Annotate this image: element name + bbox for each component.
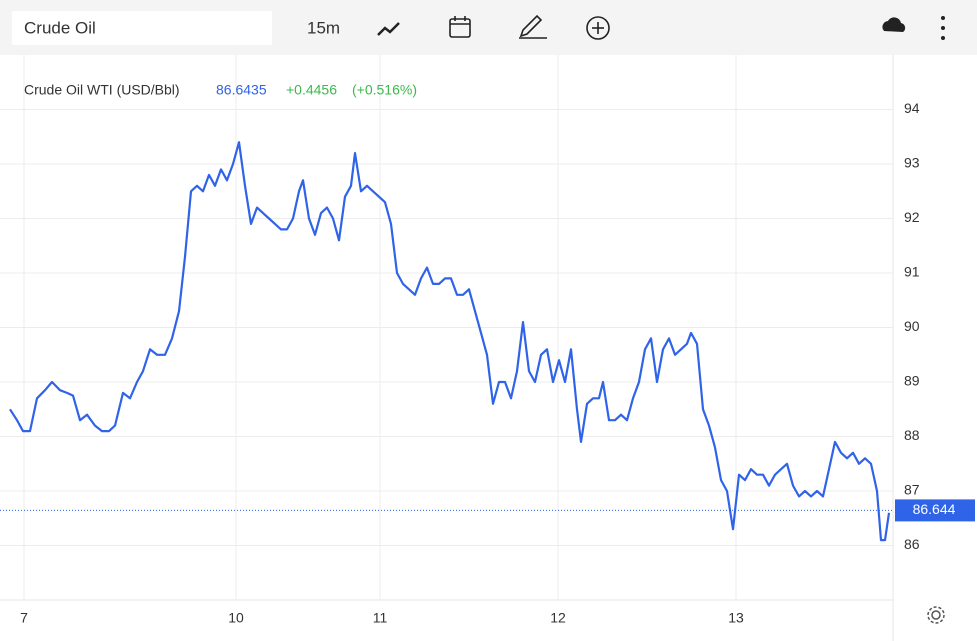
legend: Crude Oil WTI (USD/Bbl) 86.6435 +0.4456 … <box>24 82 417 98</box>
y-tick-label: 91 <box>904 264 920 280</box>
chart-type-icon[interactable] <box>377 22 400 36</box>
interval-button[interactable]: 15m <box>307 18 340 37</box>
y-tick-label: 86 <box>904 536 920 552</box>
x-tick-label: 10 <box>228 610 244 626</box>
y-tick-label: 92 <box>904 209 920 225</box>
price-line <box>9 141 891 542</box>
y-tick-label: 94 <box>904 100 920 116</box>
x-tick-label: 7 <box>20 610 28 626</box>
download-icon[interactable] <box>882 17 906 32</box>
search-input[interactable] <box>12 11 272 45</box>
last-price-label: 86.644 <box>913 501 956 517</box>
add-icon[interactable] <box>586 16 610 40</box>
search-text: Crude Oil <box>24 18 96 37</box>
chart-title: Crude Oil WTI (USD/Bbl) <box>24 82 180 98</box>
y-tick-label: 89 <box>904 373 920 389</box>
settings-icon[interactable] <box>927 606 945 624</box>
x-tick-label: 13 <box>728 610 744 626</box>
calendar-icon[interactable] <box>449 16 471 38</box>
draw-icon[interactable] <box>519 14 547 39</box>
y-tick-label: 88 <box>904 427 920 443</box>
price: 86.6435 <box>216 82 267 98</box>
y-tick-label: 90 <box>904 318 920 334</box>
y-tick-label: 93 <box>904 155 920 171</box>
change: +0.4456 <box>286 82 337 98</box>
plot: 86 87 88 89 90 91 92 93 94 7 10 11 12 13 86.644 <box>0 55 975 626</box>
x-tick-label: 11 <box>373 610 388 626</box>
menu-icon[interactable] <box>941 16 945 40</box>
y-tick-label: 87 <box>904 482 920 498</box>
change-pct: (+0.516%) <box>352 82 417 98</box>
last-price-box <box>895 499 975 522</box>
x-tick-label: 12 <box>550 610 566 626</box>
